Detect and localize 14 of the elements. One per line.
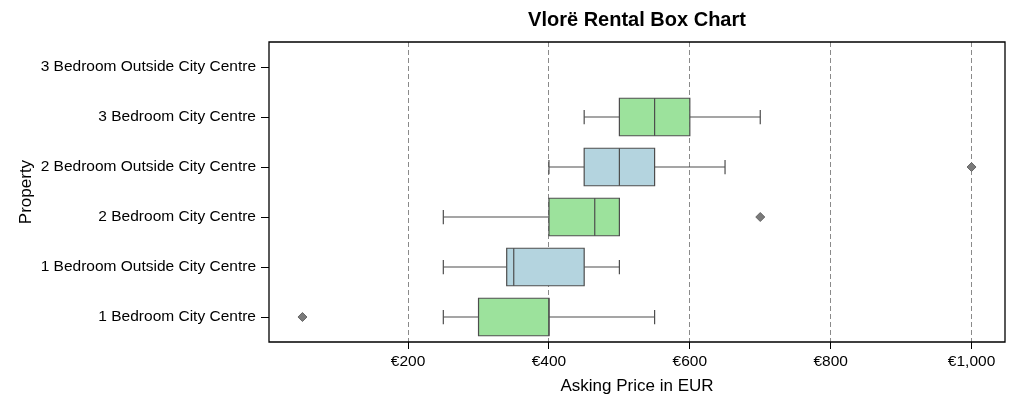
x-tick-label: €200 (390, 351, 426, 369)
y-tick-label: 2 Bedroom City Centre (98, 207, 256, 225)
x-tick-label: €400 (531, 351, 567, 369)
y-tick-label: 1 Bedroom Outside City Centre (40, 257, 256, 275)
y-axis-title: Property (15, 159, 35, 225)
y-tick-label: 3 Bedroom City Centre (98, 107, 256, 125)
y-tick-label: 2 Bedroom Outside City Centre (40, 157, 256, 175)
y-tick-label: 1 Bedroom City Centre (98, 307, 256, 325)
x-tick-label: €800 (813, 351, 849, 369)
x-tick-label: €600 (672, 351, 708, 369)
x-axis-title: Asking Price in EUR (560, 376, 714, 396)
y-tick-label: 3 Bedroom Outside City Centre (40, 57, 256, 75)
x-tick-label: €1,000 (947, 351, 996, 369)
chart-title: Vlorë Rental Box Chart (528, 7, 747, 30)
